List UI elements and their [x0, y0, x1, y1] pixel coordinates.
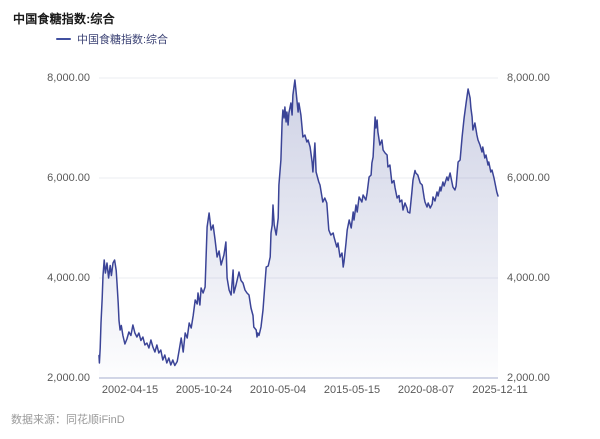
x-axis-tick-label: 2020-08-07 — [397, 384, 455, 396]
x-axis-tick-label: 2002-04-15 — [101, 384, 159, 396]
y-axis-tick-label-right: 8,000.00 — [507, 72, 550, 84]
y-axis-tick-label-right: 2,000.00 — [507, 372, 550, 384]
series-area-fill — [99, 80, 498, 378]
data-source-note: 数据来源：同花顺iFinD — [11, 414, 125, 426]
page-title: 中国食糖指数:综合 — [13, 12, 115, 26]
y-axis-tick-label-left: 6,000.00 — [47, 172, 90, 184]
x-axis-tick-label: 2015-05-15 — [323, 384, 381, 396]
series-line — [98, 79, 499, 367]
y-axis-tick-label-right: 4,000.00 — [507, 272, 550, 284]
y-axis-tick-label-left: 4,000.00 — [47, 272, 90, 284]
x-axis-tick-label: 2010-05-04 — [249, 384, 307, 396]
y-axis-tick-label-right: 6,000.00 — [507, 172, 550, 184]
x-axis-tick-label: 2025-12-11 — [472, 384, 528, 396]
legend-item-sugar-index[interactable]: 中国食糖指数:综合 — [56, 31, 168, 47]
legend-line-icon — [56, 37, 71, 41]
y-axis-tick-label-left: 8,000.00 — [47, 72, 90, 84]
x-axis-tick-label: 2005-10-24 — [175, 384, 233, 396]
y-axis-tick-label-left: 2,000.00 — [47, 372, 90, 384]
legend-label: 中国食糖指数:综合 — [77, 34, 169, 46]
